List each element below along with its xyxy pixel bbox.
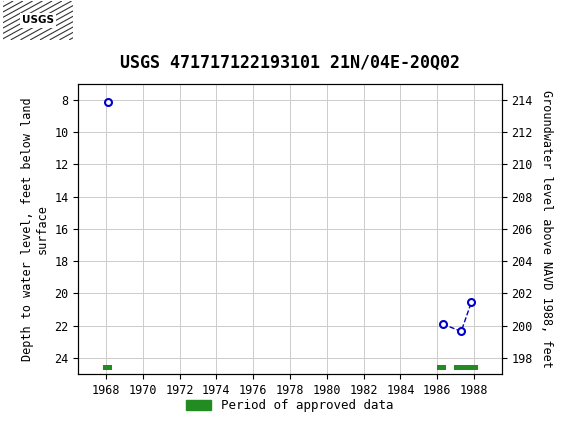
Legend: Period of approved data: Period of approved data: [181, 394, 399, 417]
Bar: [437, 365, 445, 371]
Text: USGS 471717122193101 21N/04E-20Q02: USGS 471717122193101 21N/04E-20Q02: [120, 53, 460, 71]
Y-axis label: Groundwater level above NAVD 1988, feet: Groundwater level above NAVD 1988, feet: [540, 90, 553, 368]
Bar: [454, 365, 478, 371]
Y-axis label: Depth to water level, feet below land
surface: Depth to water level, feet below land su…: [21, 97, 49, 361]
FancyBboxPatch shape: [3, 3, 72, 38]
Bar: [103, 365, 113, 371]
Text: USGS: USGS: [21, 15, 54, 25]
